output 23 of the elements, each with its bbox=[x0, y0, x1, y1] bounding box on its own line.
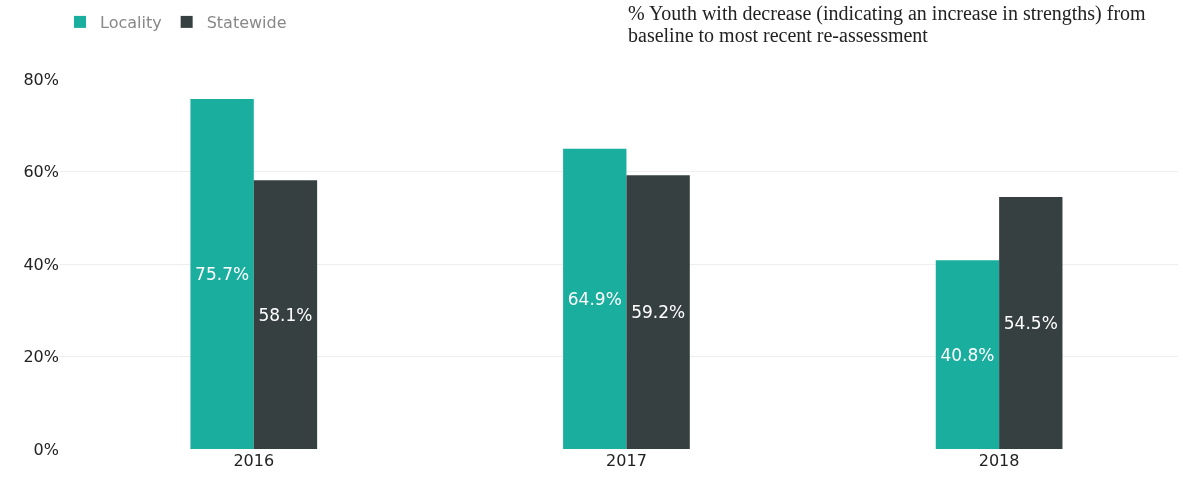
y-tick-label: 40% bbox=[23, 254, 59, 274]
y-tick-label: 60% bbox=[23, 162, 59, 182]
bar bbox=[999, 196, 1063, 449]
legend-label: Locality bbox=[100, 13, 162, 33]
bar bbox=[935, 260, 1000, 449]
y-tick-label: 20% bbox=[23, 347, 59, 367]
x-tick-label: 2017 bbox=[606, 451, 647, 470]
bar bbox=[190, 98, 254, 449]
chart-title: % Youth with decrease (indicating an increase in strengths) from baseline to most recent re-assessment bbox=[628, 2, 1147, 46]
data-label: 54.5% bbox=[1003, 312, 1058, 333]
data-label: 58.1% bbox=[258, 304, 313, 325]
data-label: 75.7% bbox=[195, 263, 250, 284]
x-tick-label: 2018 bbox=[978, 451, 1020, 470]
y-tick-label: 80% bbox=[23, 69, 59, 89]
bar bbox=[626, 175, 690, 449]
legend-label: Statewide bbox=[206, 13, 287, 33]
y-tick-label: 0% bbox=[33, 439, 59, 459]
data-label: 64.9% bbox=[567, 288, 622, 309]
data-label: 59.2% bbox=[631, 302, 686, 323]
bar bbox=[563, 148, 627, 449]
bar bbox=[253, 180, 318, 449]
x-tick-label: 2016 bbox=[233, 451, 275, 470]
data-label: 40.8% bbox=[940, 344, 995, 365]
